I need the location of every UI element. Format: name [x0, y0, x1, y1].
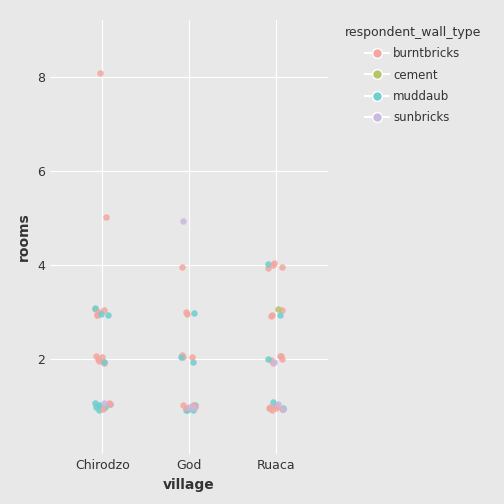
- Point: [100, 306, 108, 314]
- Point: [178, 217, 186, 225]
- Point: [265, 404, 273, 412]
- Point: [178, 351, 186, 359]
- Point: [278, 305, 286, 313]
- Point: [106, 400, 114, 408]
- Point: [181, 308, 190, 316]
- Point: [91, 399, 99, 407]
- Point: [277, 352, 285, 360]
- Point: [276, 311, 284, 319]
- Point: [179, 353, 187, 361]
- Point: [264, 355, 272, 363]
- Point: [270, 358, 278, 366]
- Point: [188, 401, 197, 409]
- Point: [97, 310, 105, 318]
- Point: [269, 261, 277, 269]
- Point: [91, 304, 99, 312]
- Point: [270, 259, 278, 267]
- Point: [188, 353, 196, 361]
- Point: [183, 310, 192, 318]
- Point: [100, 358, 108, 366]
- Point: [267, 356, 275, 364]
- Point: [92, 351, 100, 359]
- Point: [190, 309, 198, 318]
- Point: [98, 353, 106, 361]
- Point: [189, 358, 197, 366]
- Point: [264, 265, 272, 273]
- Point: [178, 263, 186, 271]
- Point: [95, 401, 103, 409]
- Legend: burntbricks, cement, muddaub, sunbricks: burntbricks, cement, muddaub, sunbricks: [345, 26, 481, 124]
- Point: [182, 406, 191, 414]
- Point: [103, 310, 111, 319]
- Point: [95, 406, 103, 414]
- Point: [99, 405, 107, 413]
- Point: [100, 399, 108, 407]
- Point: [106, 400, 114, 408]
- Point: [94, 355, 102, 363]
- Point: [102, 213, 110, 221]
- Point: [177, 353, 185, 361]
- Point: [274, 400, 282, 408]
- Point: [100, 359, 108, 367]
- Point: [266, 404, 274, 412]
- Point: [191, 403, 199, 411]
- Point: [276, 352, 284, 360]
- Point: [273, 402, 281, 410]
- Point: [191, 401, 199, 409]
- Point: [268, 311, 276, 319]
- Point: [268, 406, 276, 414]
- Point: [92, 403, 100, 411]
- X-axis label: village: village: [163, 478, 215, 492]
- Point: [93, 311, 101, 319]
- Point: [100, 358, 108, 366]
- Point: [270, 399, 278, 407]
- Point: [185, 403, 194, 411]
- Point: [93, 311, 101, 319]
- Point: [266, 403, 274, 411]
- Point: [182, 404, 190, 412]
- Point: [96, 69, 104, 77]
- Point: [279, 405, 287, 413]
- Point: [91, 305, 99, 313]
- Point: [264, 260, 272, 268]
- Point: [272, 404, 280, 412]
- Point: [183, 406, 191, 414]
- Point: [274, 305, 282, 313]
- Point: [278, 355, 286, 363]
- Point: [279, 404, 287, 412]
- Point: [279, 405, 287, 413]
- Point: [272, 401, 280, 409]
- Point: [95, 308, 103, 316]
- Point: [189, 403, 197, 411]
- Point: [179, 401, 187, 409]
- Point: [189, 406, 197, 414]
- Point: [269, 359, 277, 367]
- Point: [95, 356, 103, 364]
- Point: [105, 399, 113, 407]
- Y-axis label: rooms: rooms: [17, 213, 31, 261]
- Point: [278, 263, 286, 271]
- Point: [278, 405, 286, 413]
- Point: [189, 402, 197, 410]
- Point: [267, 312, 275, 320]
- Point: [95, 402, 103, 410]
- Point: [101, 403, 109, 411]
